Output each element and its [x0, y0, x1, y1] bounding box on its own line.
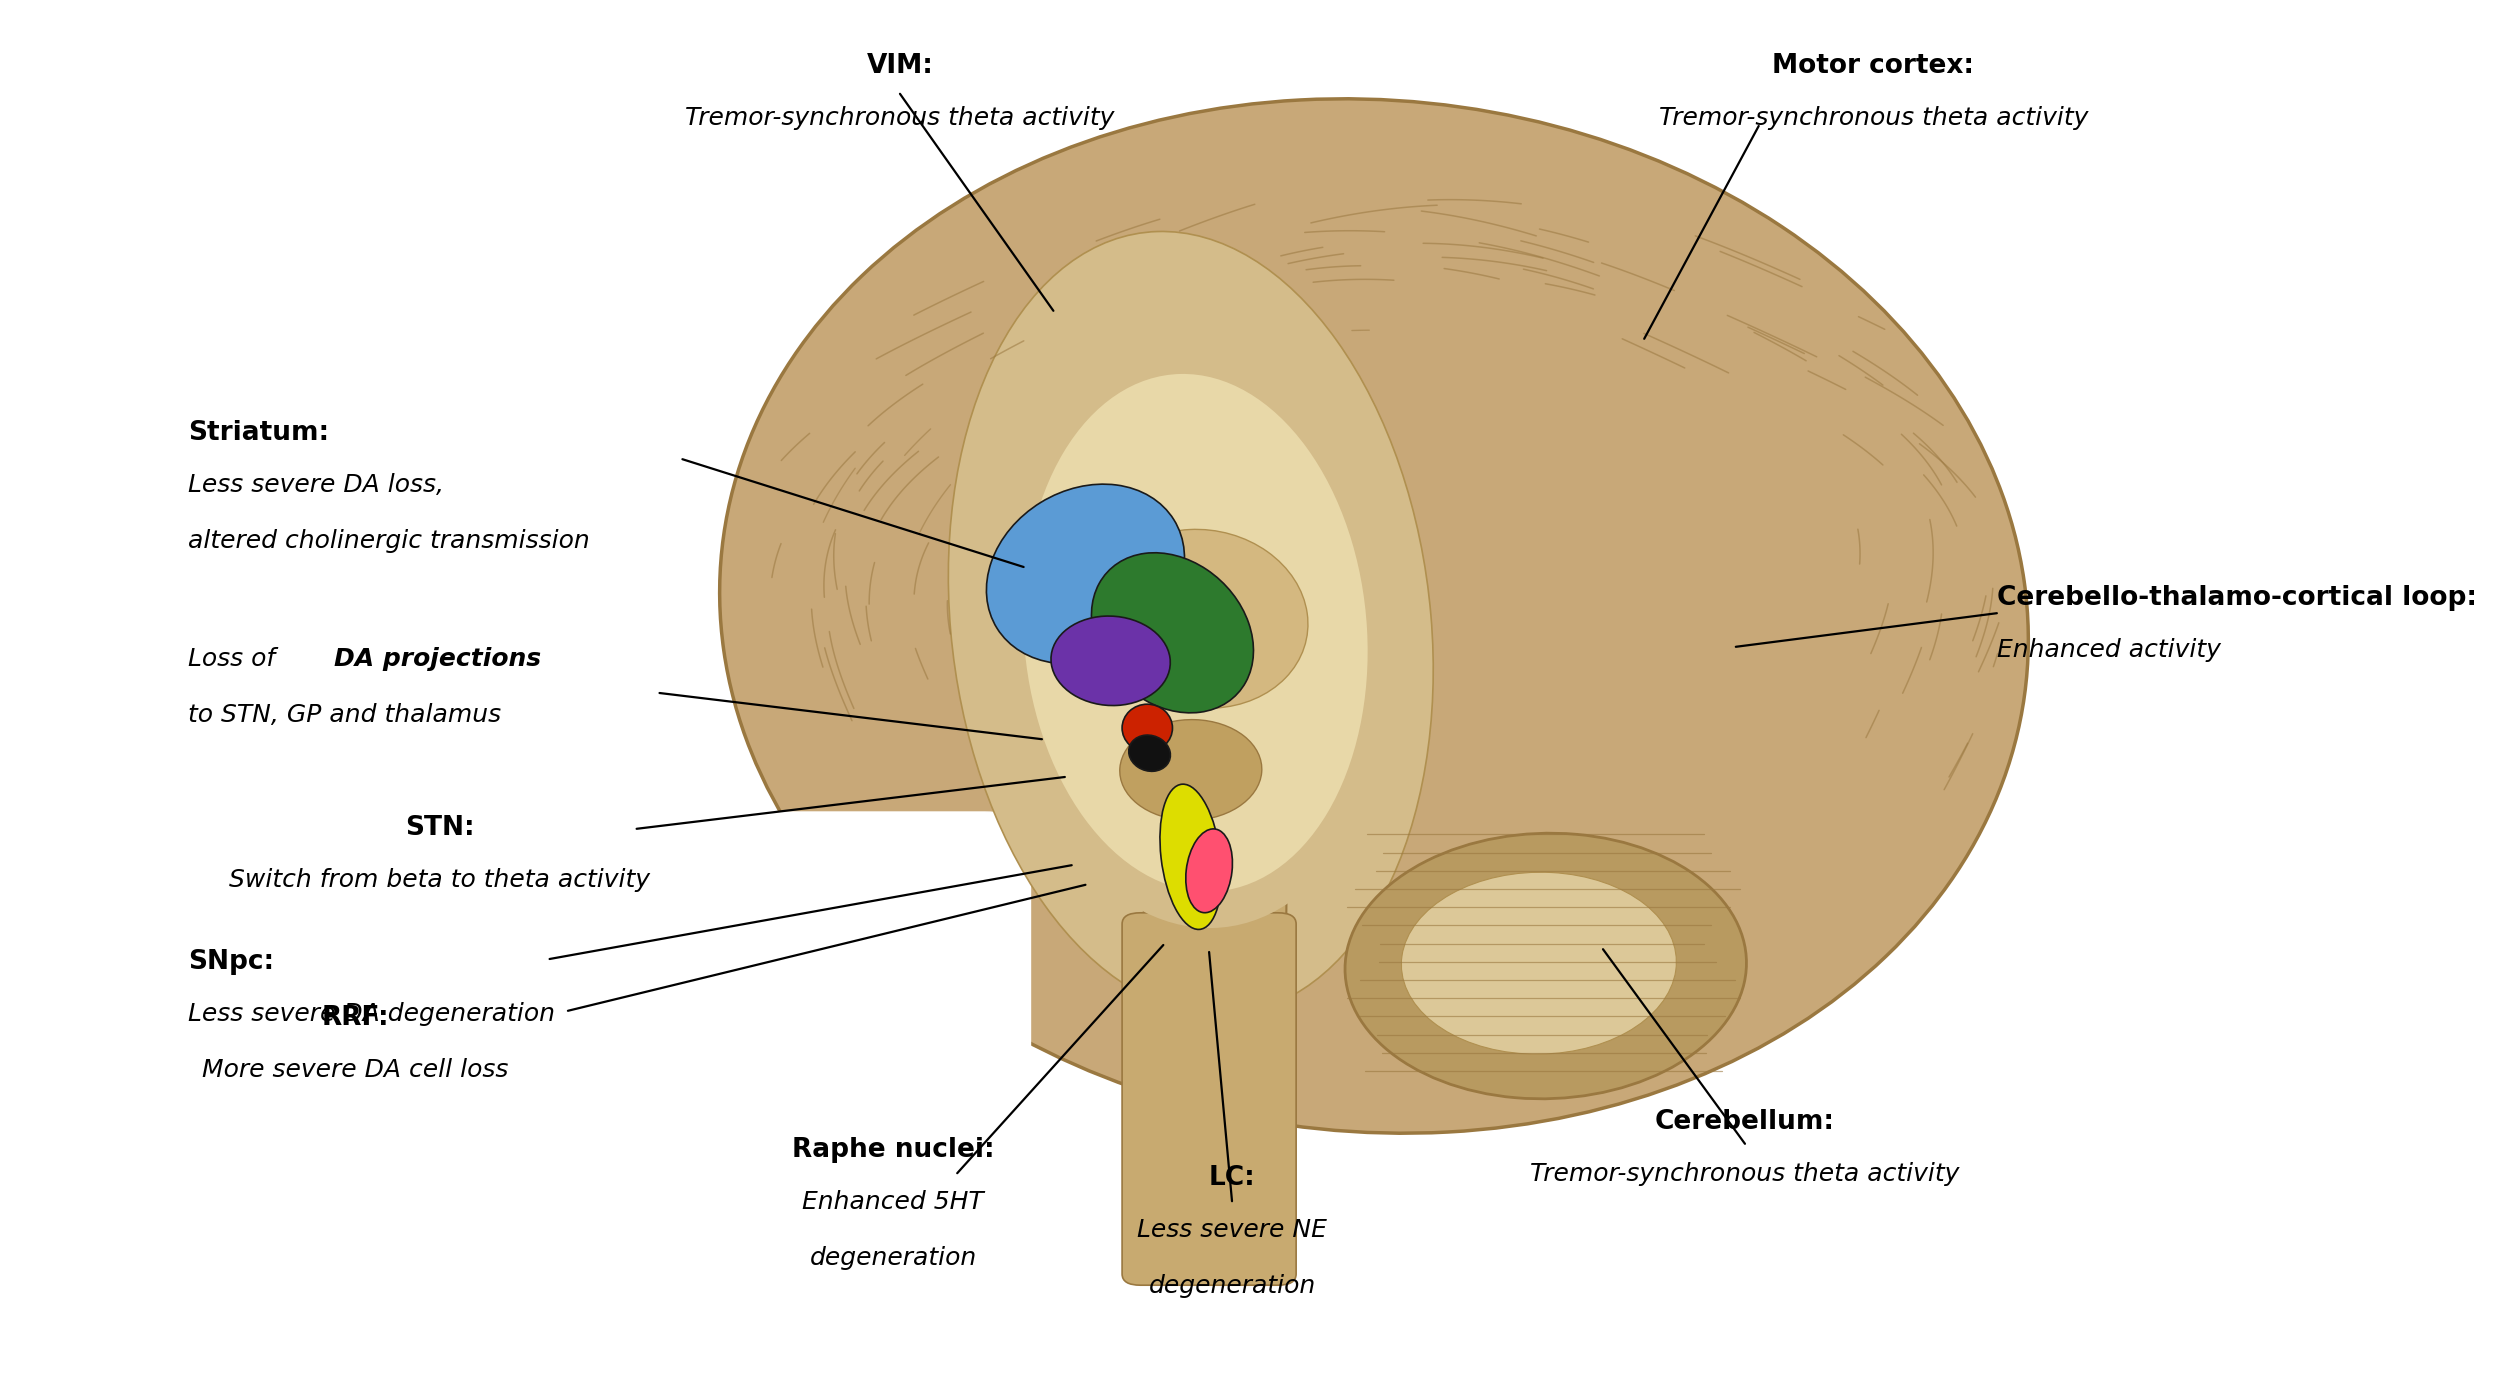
- Ellipse shape: [1116, 665, 1242, 735]
- Polygon shape: [1139, 840, 1288, 1281]
- Ellipse shape: [1121, 704, 1172, 752]
- FancyBboxPatch shape: [1121, 913, 1295, 1285]
- Text: RRF:: RRF:: [320, 1005, 388, 1032]
- Text: VIM:: VIM:: [867, 53, 932, 80]
- Ellipse shape: [1091, 553, 1252, 713]
- Ellipse shape: [995, 326, 1396, 928]
- Ellipse shape: [1159, 784, 1222, 930]
- Ellipse shape: [1005, 357, 1386, 917]
- Ellipse shape: [1129, 735, 1169, 771]
- FancyBboxPatch shape: [595, 812, 1031, 1400]
- Text: SNpc:: SNpc:: [189, 949, 275, 976]
- Ellipse shape: [1096, 529, 1308, 708]
- Text: Less severe DA degeneration: Less severe DA degeneration: [189, 1002, 554, 1026]
- Text: to STN, GP and thalamus: to STN, GP and thalamus: [189, 703, 501, 727]
- Text: Enhanced activity: Enhanced activity: [1996, 638, 2220, 662]
- Text: Loss of: Loss of: [189, 647, 282, 671]
- Text: Raphe nuclei:: Raphe nuclei:: [791, 1137, 995, 1163]
- Ellipse shape: [1187, 829, 1232, 913]
- Ellipse shape: [1066, 584, 1177, 682]
- Text: Cerebellum:: Cerebellum:: [1656, 1109, 1835, 1135]
- Text: Switch from beta to theta activity: Switch from beta to theta activity: [229, 868, 650, 892]
- Text: degeneration: degeneration: [1149, 1274, 1315, 1298]
- Ellipse shape: [1137, 812, 1293, 868]
- Text: DA projections: DA projections: [335, 647, 542, 671]
- Text: Motor cortex:: Motor cortex:: [1772, 53, 1973, 80]
- Ellipse shape: [1119, 720, 1263, 820]
- Text: Striatum:: Striatum:: [189, 420, 330, 447]
- Text: Tremor-synchronous theta activity: Tremor-synchronous theta activity: [1530, 1162, 1961, 1186]
- Ellipse shape: [1023, 374, 1368, 892]
- Ellipse shape: [1401, 872, 1676, 1054]
- Text: Cerebello-thalamo-cortical loop:: Cerebello-thalamo-cortical loop:: [1996, 585, 2477, 612]
- Ellipse shape: [721, 99, 2029, 1133]
- Ellipse shape: [1094, 525, 1310, 707]
- Text: Tremor-synchronous theta activity: Tremor-synchronous theta activity: [1658, 106, 2089, 130]
- Ellipse shape: [1116, 718, 1265, 822]
- Text: More severe DA cell loss: More severe DA cell loss: [202, 1058, 509, 1082]
- Ellipse shape: [1051, 616, 1169, 706]
- Text: Less severe DA loss,: Less severe DA loss,: [189, 473, 444, 497]
- Text: altered cholinergic transmission: altered cholinergic transmission: [189, 529, 590, 553]
- Ellipse shape: [948, 231, 1434, 1015]
- Text: degeneration: degeneration: [809, 1246, 978, 1270]
- Ellipse shape: [985, 484, 1184, 664]
- Text: STN:: STN:: [406, 815, 474, 841]
- Text: Tremor-synchronous theta activity: Tremor-synchronous theta activity: [685, 106, 1114, 130]
- Text: Less severe NE: Less severe NE: [1137, 1218, 1328, 1242]
- Text: LC:: LC:: [1210, 1165, 1255, 1191]
- Text: Enhanced 5HT: Enhanced 5HT: [801, 1190, 983, 1214]
- Ellipse shape: [1346, 833, 1746, 1099]
